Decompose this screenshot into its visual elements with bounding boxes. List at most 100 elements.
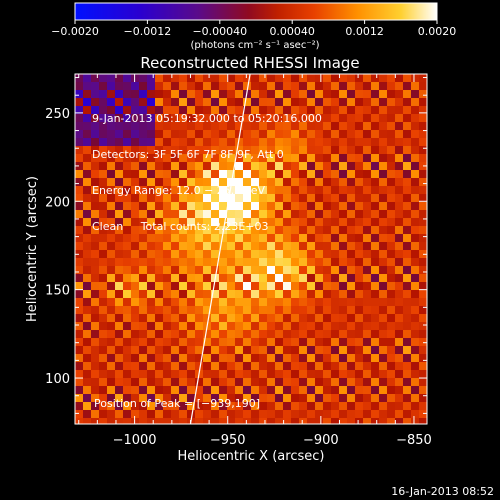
heatmap-cell xyxy=(139,338,148,347)
heatmap-cell xyxy=(123,178,132,187)
heatmap-cell xyxy=(163,98,172,107)
heatmap-cell xyxy=(291,258,300,267)
heatmap-cell xyxy=(147,282,156,291)
heatmap-cell xyxy=(243,410,252,419)
heatmap-cell xyxy=(75,258,84,267)
heatmap-cell xyxy=(107,314,116,323)
heatmap-cell xyxy=(283,330,292,339)
heatmap-cell xyxy=(363,234,372,243)
heatmap-cell xyxy=(299,362,308,371)
heatmap-cell xyxy=(163,330,172,339)
heatmap-cell xyxy=(83,370,92,379)
heatmap-cell xyxy=(291,402,300,411)
heatmap-cell xyxy=(219,210,228,219)
heatmap-cell xyxy=(211,74,220,83)
heatmap-cell xyxy=(235,250,244,259)
heatmap-cell xyxy=(179,146,188,155)
heatmap-cell xyxy=(411,362,420,371)
heatmap-cell xyxy=(299,290,308,299)
heatmap-cell xyxy=(147,250,156,259)
heatmap-cell xyxy=(203,138,212,147)
heatmap-cell xyxy=(171,418,180,424)
heatmap-cell xyxy=(283,354,292,363)
heatmap-cell xyxy=(307,98,316,107)
heatmap-cell xyxy=(323,82,332,91)
heatmap-cell xyxy=(419,74,427,83)
heatmap-cell xyxy=(387,82,396,91)
heatmap-cell xyxy=(131,226,140,235)
colorbar-tick-label: 0.00040 xyxy=(269,25,315,38)
heatmap-cell xyxy=(371,378,380,387)
heatmap-cell xyxy=(339,282,348,291)
heatmap-cell xyxy=(163,202,172,211)
heatmap-cell xyxy=(235,378,244,387)
heatmap-cell xyxy=(187,386,196,395)
heatmap-cell xyxy=(147,162,156,171)
heatmap-cell xyxy=(275,378,284,387)
heatmap-cell xyxy=(411,290,420,299)
heatmap-cell xyxy=(123,74,132,83)
heatmap-cell xyxy=(419,130,427,139)
heatmap-cell xyxy=(219,138,228,147)
heatmap-cell xyxy=(355,210,364,219)
heatmap-cell xyxy=(259,258,268,267)
heatmap-cell xyxy=(131,218,140,227)
heatmap-cell xyxy=(371,258,380,267)
heatmap-cell xyxy=(331,298,340,307)
heatmap-cell xyxy=(379,122,388,131)
heatmap-cell xyxy=(251,154,260,163)
heatmap-cell xyxy=(355,298,364,307)
heatmap-cell xyxy=(83,338,92,347)
heatmap-cell xyxy=(75,98,84,107)
heatmap-cell xyxy=(83,250,92,259)
heatmap-cell xyxy=(115,162,124,171)
heatmap-cell xyxy=(107,242,116,251)
heatmap-cell xyxy=(163,90,172,99)
heatmap-cell xyxy=(123,266,132,275)
heatmap-cell xyxy=(355,170,364,179)
heatmap-cell xyxy=(403,82,412,91)
heatmap-cell xyxy=(235,306,244,315)
heatmap-cell xyxy=(315,402,324,411)
heatmap-cell xyxy=(131,346,140,355)
heatmap-cell xyxy=(227,386,236,395)
heatmap-cell xyxy=(347,378,356,387)
heatmap-cell xyxy=(267,378,276,387)
heatmap-cell xyxy=(419,418,427,424)
heatmap-cell xyxy=(379,234,388,243)
heatmap-cell xyxy=(227,242,236,251)
heatmap-cell xyxy=(299,266,308,275)
heatmap-cell xyxy=(307,130,316,139)
heatmap-cell xyxy=(139,354,148,363)
heatmap-cell xyxy=(411,370,420,379)
heatmap-cell xyxy=(403,402,412,411)
heatmap-cell xyxy=(187,234,196,243)
heatmap-cell xyxy=(331,234,340,243)
heatmap-cell xyxy=(123,218,132,227)
heatmap-cell xyxy=(355,266,364,275)
heatmap-cell xyxy=(355,194,364,203)
heatmap-cell xyxy=(411,130,420,139)
heatmap-cell xyxy=(155,98,164,107)
heatmap-cell xyxy=(139,282,148,291)
heatmap-cell xyxy=(187,338,196,347)
heatmap-cell xyxy=(235,146,244,155)
heatmap-cell xyxy=(299,210,308,219)
heatmap-cell xyxy=(227,250,236,259)
heatmap-cell xyxy=(395,386,404,395)
heatmap-cell xyxy=(163,378,172,387)
heatmap-cell xyxy=(235,218,244,227)
heatmap-cell xyxy=(291,146,300,155)
heatmap-cell xyxy=(315,82,324,91)
heatmap-cell xyxy=(339,154,348,163)
heatmap-cell xyxy=(371,298,380,307)
heatmap-cell xyxy=(227,122,236,131)
heatmap-cell xyxy=(227,354,236,363)
heatmap-cell xyxy=(115,282,124,291)
heatmap-cell xyxy=(227,130,236,139)
heatmap-cell xyxy=(323,418,332,424)
heatmap-cell xyxy=(123,298,132,307)
heatmap-cell xyxy=(155,186,164,195)
heatmap-cell xyxy=(379,322,388,331)
heatmap-cell xyxy=(387,266,396,275)
